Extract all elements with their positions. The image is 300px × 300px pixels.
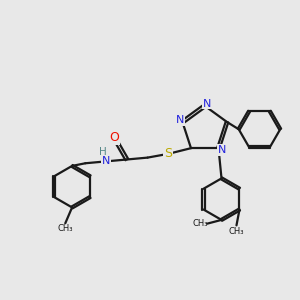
Text: H: H — [99, 147, 107, 157]
Text: N: N — [176, 115, 184, 125]
Text: O: O — [109, 131, 119, 144]
Text: N: N — [218, 145, 226, 155]
Text: CH₃: CH₃ — [229, 227, 244, 236]
Text: CH₃: CH₃ — [58, 224, 73, 233]
Text: N: N — [102, 156, 110, 167]
Text: S: S — [164, 147, 172, 160]
Text: N: N — [203, 99, 212, 109]
Text: CH₃: CH₃ — [193, 219, 208, 228]
